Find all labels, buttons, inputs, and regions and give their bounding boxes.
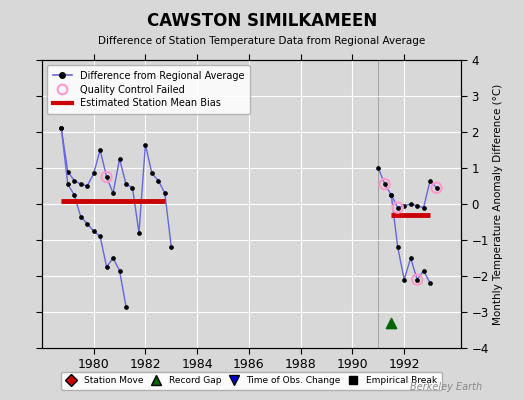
Point xyxy=(394,204,402,211)
Point xyxy=(387,320,396,326)
Text: Difference of Station Temperature Data from Regional Average: Difference of Station Temperature Data f… xyxy=(99,36,425,46)
Text: Berkeley Earth: Berkeley Earth xyxy=(410,382,482,392)
Legend: Station Move, Record Gap, Time of Obs. Change, Empirical Break: Station Move, Record Gap, Time of Obs. C… xyxy=(61,372,442,390)
Point xyxy=(380,181,389,187)
Text: CAWSTON SIMILKAMEEN: CAWSTON SIMILKAMEEN xyxy=(147,12,377,30)
Point xyxy=(102,174,111,180)
Point xyxy=(413,276,421,283)
Y-axis label: Monthly Temperature Anomaly Difference (°C): Monthly Temperature Anomaly Difference (… xyxy=(493,83,503,325)
Point xyxy=(432,185,441,191)
